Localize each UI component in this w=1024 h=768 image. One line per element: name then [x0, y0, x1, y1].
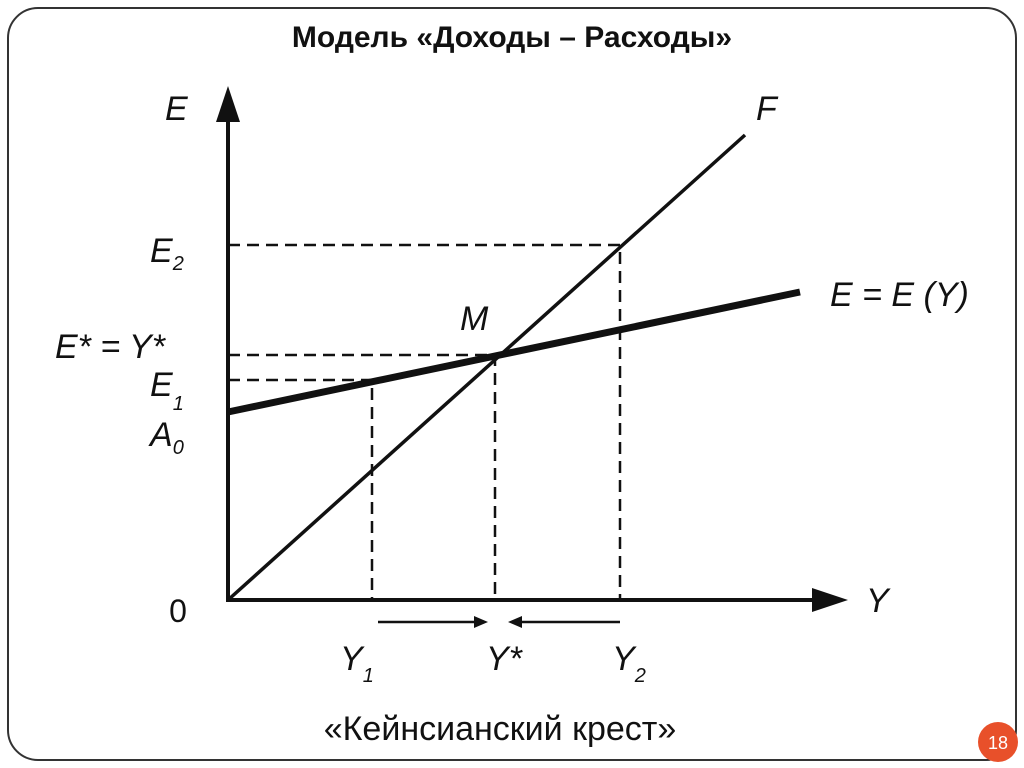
line-label: E = E (Y): [830, 276, 969, 314]
x-label: Y*: [486, 640, 524, 678]
y-axis-label: E: [165, 90, 188, 128]
x-label: Y1: [340, 640, 374, 687]
x-axis-label: Y: [866, 582, 891, 620]
adjustment-arrows: [378, 616, 620, 628]
page-badge: [978, 722, 1018, 762]
y-label: E2: [150, 232, 184, 275]
line-expenditure: [227, 288, 801, 416]
origin-label: 0: [169, 593, 187, 629]
x-label: Y2: [612, 640, 646, 687]
line-f: [226, 133, 747, 602]
page-number: 18: [988, 733, 1008, 753]
line-label: F: [756, 90, 779, 128]
y-label: E1: [150, 366, 184, 415]
axes: [216, 86, 848, 612]
y-label: E* = Y*: [55, 328, 167, 366]
caption: «Кейнсианский крест»: [324, 710, 677, 748]
point-label: M: [460, 300, 489, 338]
title: Модель «Доходы – Расходы»: [292, 21, 732, 54]
y-label: A0: [148, 416, 184, 459]
